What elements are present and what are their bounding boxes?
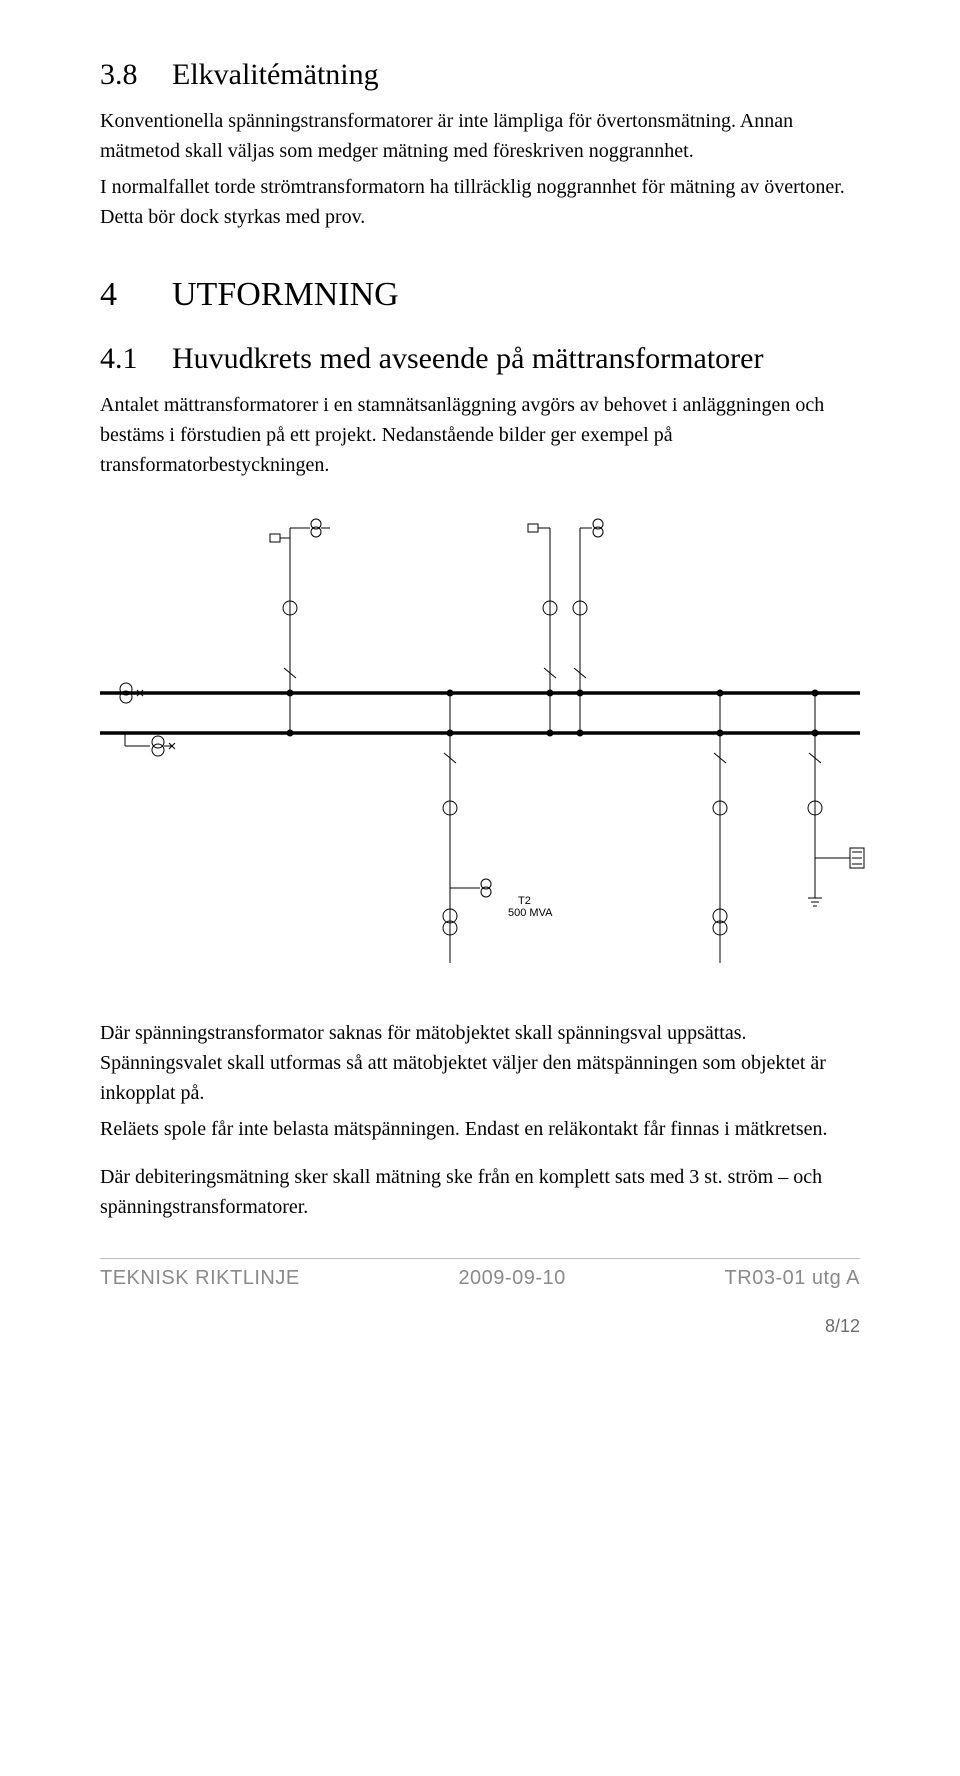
section-4-1-after-1: Där spänningstransformator saknas för mä… [100,1018,860,1108]
chapter-4-number: 4 [100,276,172,314]
footer-right: TR03-01 utg A [725,1267,860,1290]
section-3-8-number: 3.8 [100,58,172,92]
page-number: 8/12 [100,1316,860,1337]
chapter-4-title: UTFORMNING [172,276,399,313]
section-3-8-title: Elkvalitémätning [172,58,379,91]
section-3-8-para-2: I normalfallet torde strömtransformatorn… [100,172,860,232]
diagram-t2-label-line1: T2 [518,895,531,907]
page-container: 3.8Elkvalitémätning Konventionella spänn… [0,0,960,1776]
footer-divider [100,1258,860,1259]
section-4-1-para-1: Antalet mättransformatorer i en stamnäts… [100,390,860,480]
section-3-8-heading: 3.8Elkvalitémätning [100,58,860,92]
section-4-1-heading: 4.1Huvudkrets med avseende på mättransfo… [100,342,860,376]
single-line-diagram: T2 500 MVA [80,508,880,978]
chapter-4-heading: 4UTFORMNING [100,276,860,314]
footer-center: 2009-09-10 [458,1267,565,1290]
section-4-1-number: 4.1 [100,342,172,376]
section-3-8-para-1: Konventionella spänningstransformatorer … [100,106,860,166]
diagram-t2-label-line2: 500 MVA [508,907,553,919]
footer-left: TEKNISK RIKTLINJE [100,1267,300,1290]
sld-svg: T2 500 MVA [80,508,880,978]
section-4-1-title: Huvudkrets med avseende på mättransforma… [172,342,763,375]
footer: TEKNISK RIKTLINJE 2009-09-10 TR03-01 utg… [100,1267,860,1290]
section-4-1-after-3: Där debiteringsmätning sker skall mätnin… [100,1162,860,1222]
section-4-1-after-2: Reläets spole får inte belasta mätspänni… [100,1114,860,1144]
